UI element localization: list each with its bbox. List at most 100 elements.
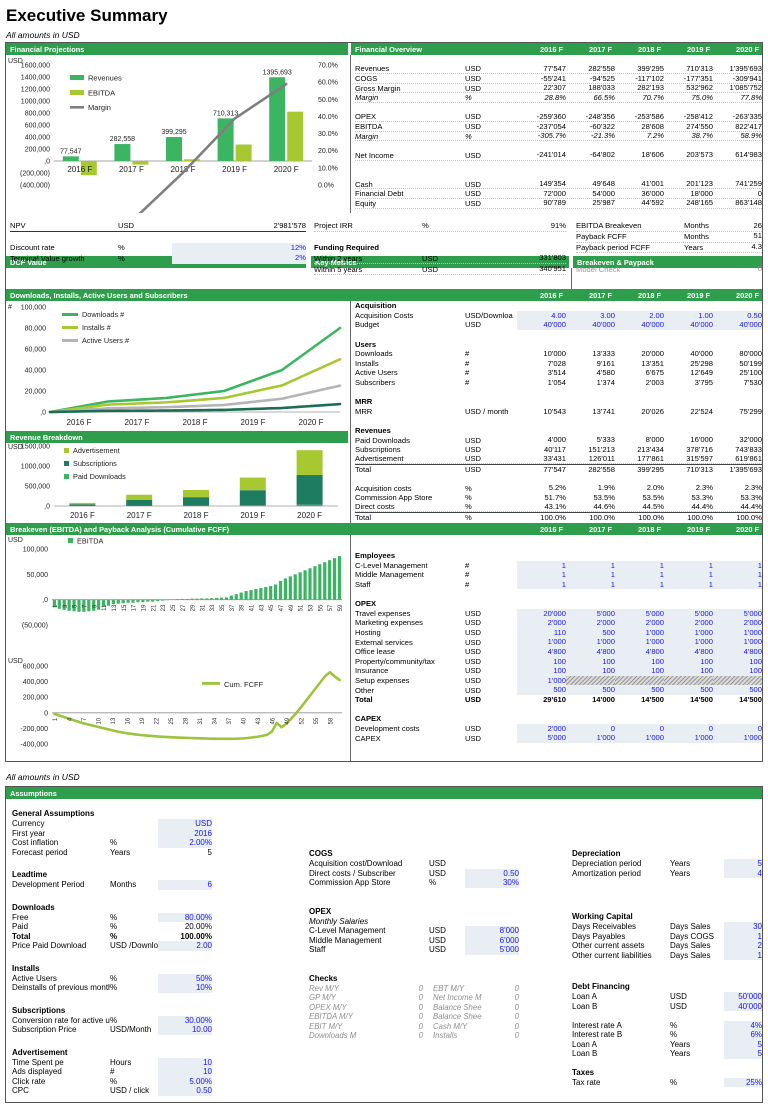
table-cell[interactable]: 2'000 <box>517 723 566 734</box>
table-cell[interactable]: 1 <box>615 579 664 590</box>
assumption-value[interactable]: 2016 <box>158 828 212 838</box>
assumption-value[interactable]: 2 <box>724 941 762 951</box>
table-cell[interactable]: 100 <box>664 656 713 667</box>
table-cell[interactable]: 1 <box>566 570 615 580</box>
table-cell[interactable]: 5'000 <box>566 608 615 619</box>
table-cell[interactable]: 4'800 <box>664 646 713 657</box>
table-cell[interactable]: 1 <box>517 560 566 571</box>
table-cell[interactable]: 2'000 <box>664 618 713 628</box>
table-cell[interactable]: 2.00 <box>615 310 664 321</box>
table-cell[interactable]: 100 <box>566 656 615 667</box>
metric-value[interactable]: 2% <box>172 253 306 265</box>
assumption-value[interactable]: 2.00% <box>158 838 212 848</box>
assumption-value[interactable]: 10 <box>158 1067 212 1077</box>
table-cell[interactable]: 1'000 <box>713 637 762 647</box>
assumption-value[interactable]: 6 <box>158 880 212 890</box>
table-cell[interactable]: 3.00 <box>566 310 615 321</box>
table-cell[interactable]: 5'000 <box>517 733 566 743</box>
table-cell[interactable]: 1 <box>566 579 615 590</box>
assumption-value[interactable]: 0.50 <box>158 1086 212 1096</box>
table-cell[interactable]: 1 <box>615 570 664 580</box>
table-cell[interactable]: 4'800 <box>615 646 664 657</box>
assumption-value[interactable]: 4% <box>724 1020 762 1030</box>
table-cell[interactable]: 100 <box>615 666 664 676</box>
table-cell[interactable]: 40'000 <box>517 320 566 330</box>
table-cell[interactable]: 1 <box>713 570 762 580</box>
assumption-value[interactable]: 0.50 <box>465 868 519 878</box>
table-cell[interactable]: 5'000 <box>713 608 762 619</box>
table-cell[interactable]: 1 <box>615 560 664 571</box>
table-cell[interactable]: 0 <box>615 723 664 734</box>
assumption-value[interactable]: 6% <box>724 1030 762 1040</box>
table-cell[interactable]: 1 <box>713 579 762 590</box>
table-cell[interactable]: 1'000 <box>566 733 615 743</box>
table-cell[interactable]: 500 <box>713 685 762 695</box>
table-cell[interactable]: 500 <box>566 627 615 638</box>
table-cell[interactable]: 0 <box>713 723 762 734</box>
assumption-value[interactable]: 5 <box>724 1049 762 1059</box>
table-cell[interactable]: 1 <box>664 570 713 580</box>
table-cell[interactable]: 2'000 <box>517 618 566 628</box>
table-cell[interactable]: 4.00 <box>517 310 566 321</box>
assumption-value[interactable]: 8'000 <box>465 926 519 936</box>
table-cell[interactable]: 100 <box>664 666 713 676</box>
assumption-value[interactable]: 50'000 <box>724 992 762 1002</box>
table-cell[interactable]: 4'800 <box>566 646 615 657</box>
table-cell[interactable]: 500 <box>517 685 566 695</box>
table-cell[interactable]: 500 <box>664 685 713 695</box>
table-cell[interactable]: 1 <box>566 560 615 571</box>
table-cell[interactable]: 1'000 <box>664 637 713 647</box>
table-cell[interactable]: 500 <box>566 685 615 695</box>
table-cell[interactable]: 1'000 <box>615 733 664 743</box>
table-cell[interactable]: 1'000 <box>664 733 713 743</box>
table-cell[interactable]: 40'000 <box>615 320 664 330</box>
assumption-value[interactable]: 5.00% <box>158 1076 212 1086</box>
table-cell[interactable]: 110 <box>517 627 566 638</box>
table-cell[interactable]: 40'000 <box>664 320 713 330</box>
table-cell[interactable]: 100 <box>615 656 664 667</box>
assumption-value[interactable]: 10 <box>158 1057 212 1067</box>
table-cell[interactable]: 0 <box>566 723 615 734</box>
table-cell[interactable]: 1 <box>713 560 762 571</box>
table-cell[interactable]: 0.50 <box>713 310 762 321</box>
table-cell[interactable]: 2'000 <box>566 618 615 628</box>
assumption-value[interactable]: 10.00 <box>158 1025 212 1035</box>
table-cell[interactable]: 1'000 <box>713 627 762 638</box>
table-cell[interactable]: 4'800 <box>517 646 566 657</box>
table-cell[interactable]: 100 <box>713 666 762 676</box>
assumption-value[interactable]: 25% <box>724 1077 762 1087</box>
assumption-value[interactable]: 5 <box>724 859 762 869</box>
assumption-value[interactable]: 30.00% <box>158 1015 212 1025</box>
table-cell[interactable]: 100 <box>713 656 762 667</box>
assumption-value[interactable]: 1 <box>724 950 762 960</box>
table-cell[interactable]: 1 <box>664 560 713 571</box>
table-cell[interactable]: 40'000 <box>566 320 615 330</box>
assumption-value[interactable]: 40'000 <box>724 1001 762 1011</box>
assumption-value[interactable]: USD <box>158 819 212 829</box>
assumption-value[interactable]: 80.00% <box>158 912 212 922</box>
table-cell[interactable]: 1'000 <box>713 733 762 743</box>
table-cell[interactable]: 1'000 <box>664 627 713 638</box>
table-cell[interactable]: 1 <box>664 579 713 590</box>
table-cell[interactable]: 500 <box>615 685 664 695</box>
table-cell[interactable]: 4'800 <box>713 646 762 657</box>
table-cell[interactable]: 5'000 <box>615 608 664 619</box>
table-cell[interactable]: 100 <box>517 656 566 667</box>
table-cell[interactable]: 40'000 <box>713 320 762 330</box>
table-cell[interactable]: 1'000 <box>517 637 566 647</box>
assumption-value[interactable]: 10% <box>158 983 212 993</box>
table-cell[interactable]: 2'000 <box>615 618 664 628</box>
assumption-value[interactable]: 30% <box>465 878 519 888</box>
table-cell[interactable]: 1'000 <box>615 627 664 638</box>
assumption-value[interactable]: 30 <box>724 922 762 932</box>
table-cell[interactable]: 5'000 <box>664 608 713 619</box>
table-cell[interactable]: 1 <box>517 579 566 590</box>
table-cell[interactable]: 1'000 <box>566 637 615 647</box>
assumption-value[interactable]: 4 <box>724 868 762 878</box>
table-cell[interactable]: 2'000 <box>713 618 762 628</box>
assumption-value[interactable]: 6'000 <box>465 935 519 945</box>
table-cell[interactable]: 0 <box>664 723 713 734</box>
assumption-value[interactable]: 5'000 <box>465 945 519 955</box>
table-cell[interactable]: 100 <box>566 666 615 676</box>
table-cell[interactable]: 20'000 <box>517 608 566 619</box>
